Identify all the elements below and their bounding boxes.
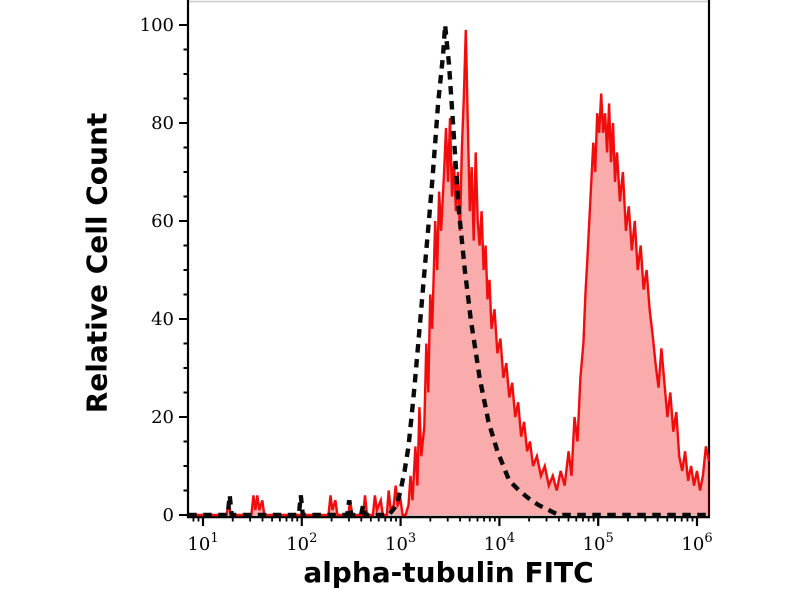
y-tick-label: 80	[151, 113, 174, 134]
y-tick-label: 60	[151, 211, 174, 232]
sample-histogram-line	[188, 29, 711, 517]
sample-histogram-fill	[188, 29, 709, 516]
x-axis-label: alpha-tubulin FITC	[303, 556, 594, 589]
x-tick-label: 105	[583, 531, 614, 555]
x-tick-label: 101	[187, 531, 218, 555]
x-tick-label: 104	[484, 531, 515, 555]
control-histogram-line	[188, 24, 709, 518]
x-tick-label: 102	[286, 531, 317, 555]
x-tick-label: 103	[385, 531, 416, 555]
y-tick-label: 20	[151, 407, 174, 428]
y-tick-label: 100	[140, 15, 174, 36]
y-axis-label: Relative Cell Count	[80, 112, 114, 414]
y-tick-label: 40	[151, 309, 174, 330]
y-tick-label: 0	[163, 505, 174, 526]
x-tick-label: 106	[681, 531, 712, 555]
